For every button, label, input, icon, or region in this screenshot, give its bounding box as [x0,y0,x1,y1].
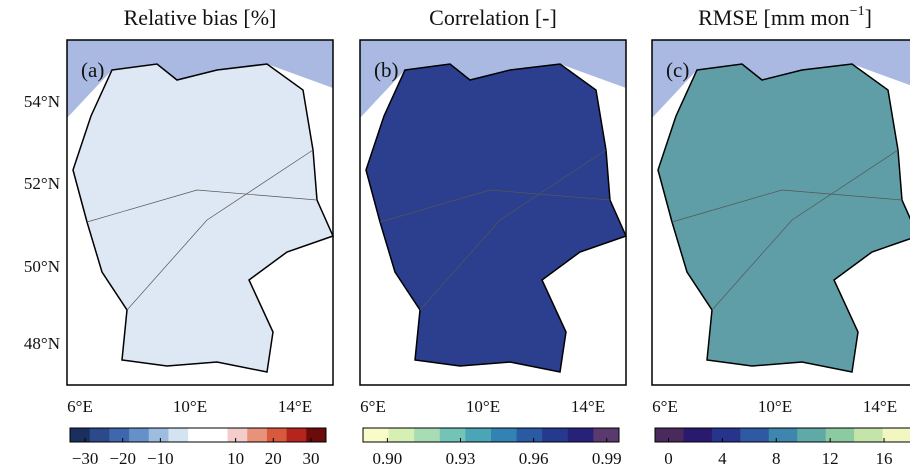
border [86,189,318,223]
colorbar-cell [655,428,684,442]
germany [72,63,335,373]
colorbar-cell [491,428,518,442]
lon-label: 6°E [67,397,93,416]
colorbar-cell [286,428,307,442]
colorbar-cell [593,428,620,442]
colorbar-cell [683,428,713,442]
lat-label: 48°N [24,334,60,353]
title-text: Correlation [-] [429,5,557,30]
border [379,189,611,223]
sea [360,40,626,118]
germany [657,63,910,373]
colorbar-cell [797,428,827,442]
colorbar-cell [388,428,415,442]
map-frame [359,39,627,386]
panel-label: (b) [374,58,399,82]
lon-label: 10°E [173,397,207,416]
sea [652,40,910,118]
panel-title: RMSE [mm mon−1] [698,4,872,30]
colorbar-cell [188,428,209,442]
colorbar-cell [207,428,229,442]
border [126,149,314,311]
border [711,149,899,311]
panel-label: (c) [666,58,689,82]
colorbar-cell [740,428,770,442]
colorbar-tick-label: 8 [772,449,781,468]
colorbar-cell [129,428,150,442]
germany [365,63,628,373]
colorbar-cell [711,428,741,442]
colorbar-tick-label: 16 [876,449,893,468]
lat-label: 54°N [24,92,60,111]
colorbar-cell [825,428,855,442]
title-end: ] [865,5,872,30]
colorbar-tick-label: 12 [822,449,839,468]
title-text: Relative bias [%] [124,5,277,30]
colorbar-cell [542,428,569,442]
panel-title: Relative bias [%] [124,5,277,30]
colorbar-cell [168,428,189,442]
colorbar-cell [439,428,466,442]
colorbar-cell [768,428,798,442]
panel-title: Correlation [-] [429,5,557,30]
colorbar-tick-label: 30 [302,449,319,468]
lon-label: 14°E [278,397,312,416]
lon-label: 6°E [360,397,386,416]
colorbar-tick-label: 10 [227,449,244,468]
colorbar-tick-label: 20 [265,449,282,468]
colorbar-cell [89,428,110,442]
colorbar-cell [148,428,169,442]
map-frame [651,39,910,386]
lon-label: 10°E [758,397,792,416]
colorbar-frame [69,427,327,443]
lat-label: 50°N [24,257,60,276]
colorbar-tick-label: −20 [109,449,136,468]
border [419,149,607,311]
colorbar-cell [306,428,327,442]
colorbar-cell [414,428,441,442]
panel-label: (a) [81,58,104,82]
colorbar-frame [654,427,910,443]
colorbar-cell [363,428,390,442]
colorbar-tick-label: 0.96 [519,449,549,468]
colorbar-tick-label: −30 [72,449,99,468]
colorbar-cell [70,428,91,442]
colorbar-cell [516,428,543,442]
colorbar-tick-label: 0 [664,449,673,468]
lon-label: 6°E [652,397,678,416]
colorbar-cell [882,428,910,442]
colorbar-cell [567,428,594,442]
map-frame [66,39,334,386]
lat-label: 52°N [24,174,60,193]
colorbar-tick-label: 0.90 [373,449,403,468]
colorbar-cell [266,428,288,442]
colorbar-cell [227,428,248,442]
colorbar-tick-label: −10 [147,449,174,468]
colorbar-cell [854,428,884,442]
colorbar-tick-label: 0.93 [446,449,476,468]
colorbar-tick-label: 4 [718,449,727,468]
lon-label: 14°E [571,397,605,416]
colorbar-tick-label: 0.99 [592,449,622,468]
colorbar-frame [362,427,620,443]
title-superscript: −1 [850,4,865,19]
colorbar-cell [109,428,130,442]
colorbar-cell [465,428,492,442]
sea [67,40,333,118]
border [671,189,903,223]
lon-label: 10°E [466,397,500,416]
lon-label: 14°E [863,397,897,416]
colorbar-cell [247,428,268,442]
title-text: RMSE [mm mon [698,5,850,30]
